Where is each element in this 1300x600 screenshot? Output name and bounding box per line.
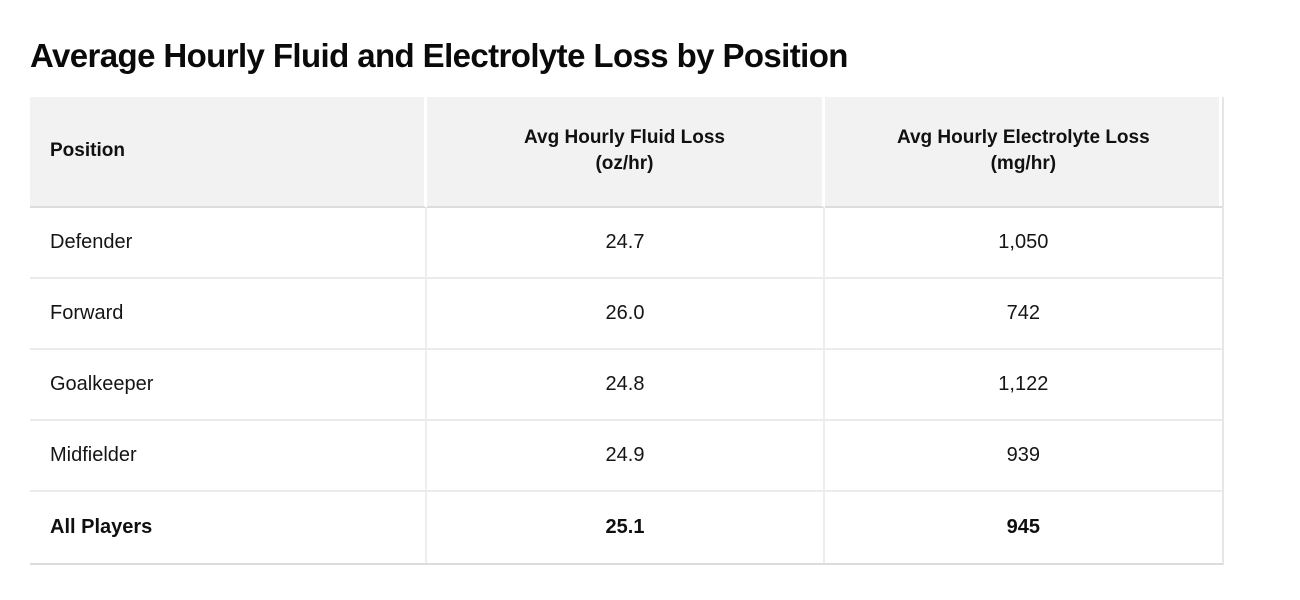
table-row: Forward 26.0 742: [30, 278, 1222, 350]
table-row: Goalkeeper 24.8 1,122: [30, 349, 1222, 421]
cell-position: All Players: [30, 491, 428, 563]
column-header-fluid-loss-unit: (oz/hr): [595, 153, 654, 175]
table-row: All Players 25.1 945: [30, 491, 1222, 563]
cell-position: Defender: [30, 207, 428, 279]
table-row: Defender 24.7 1,050: [30, 207, 1222, 279]
table-body: Defender 24.7 1,050 Forward 26.0 742 Goa…: [30, 207, 1222, 563]
cell-electrolyte-loss: 1,122: [824, 349, 1222, 421]
cell-fluid-loss: 24.9: [427, 420, 825, 492]
cell-electrolyte-loss: 1,050: [824, 207, 1222, 279]
table-row: Midfielder 24.9 939: [30, 420, 1222, 492]
column-header-position-label: Position: [50, 139, 125, 161]
column-header-fluid-loss: Avg Hourly Fluid Loss (oz/hr): [427, 96, 825, 208]
cell-electrolyte-loss: 939: [824, 420, 1222, 492]
page: Average Hourly Fluid and Electrolyte Los…: [30, 37, 1224, 565]
column-header-fluid-loss-label: Avg Hourly Fluid Loss: [524, 126, 725, 148]
cell-position: Goalkeeper: [30, 349, 428, 421]
cell-position: Midfielder: [30, 420, 428, 492]
column-header-electrolyte-loss-unit: (mg/hr): [990, 153, 1057, 175]
cell-electrolyte-loss: 742: [824, 278, 1222, 350]
cell-fluid-loss: 26.0: [427, 278, 825, 350]
cell-fluid-loss: 24.7: [427, 207, 825, 279]
column-header-electrolyte-loss-label: Avg Hourly Electrolyte Loss: [896, 126, 1150, 148]
page-title: Average Hourly Fluid and Electrolyte Los…: [30, 37, 848, 74]
cell-position: Forward: [30, 278, 428, 350]
cell-electrolyte-loss: 945: [824, 491, 1222, 563]
column-header-position: Position: [30, 96, 428, 208]
fluid-electrolyte-table: Position Avg Hourly Fluid Loss (oz/hr) A…: [30, 96, 1224, 565]
cell-fluid-loss: 25.1: [427, 491, 825, 563]
column-header-electrolyte-loss: Avg Hourly Electrolyte Loss (mg/hr): [824, 96, 1222, 208]
cell-fluid-loss: 24.8: [427, 349, 825, 421]
table-header-row: Position Avg Hourly Fluid Loss (oz/hr) A…: [30, 96, 1222, 208]
table-header: Position Avg Hourly Fluid Loss (oz/hr) A…: [30, 96, 1222, 208]
